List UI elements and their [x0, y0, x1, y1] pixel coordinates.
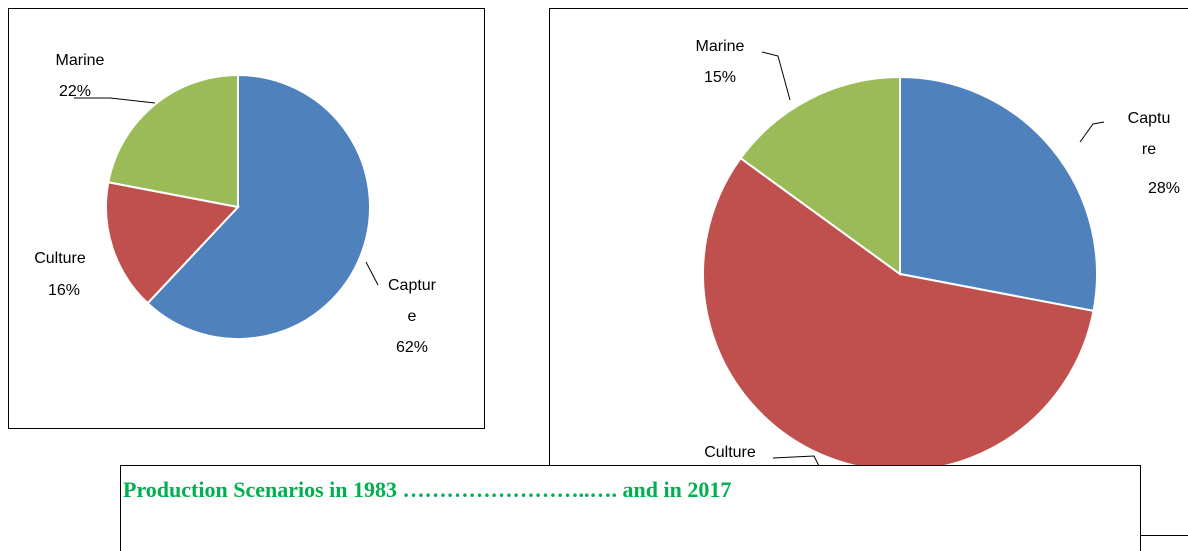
caption: Production Scenarios in 1983 ……………………..…… [123, 477, 731, 502]
pie-slice [739, 75, 901, 276]
value-label: 28% [1147, 180, 1181, 197]
category-label: Marine [55, 52, 105, 69]
pie-slice [105, 181, 240, 305]
caption-box [120, 465, 1141, 551]
leader-lines [74, 51, 1105, 469]
value-label: 16% [47, 282, 81, 299]
pie-slice [146, 73, 371, 340]
pie-slice [702, 156, 1095, 472]
category-label: Capture [1127, 110, 1171, 158]
value-label: 62% [395, 339, 429, 356]
category-label: Marine [695, 38, 745, 55]
leader-line [772, 455, 821, 469]
value-label: 22% [58, 83, 92, 100]
value-label: 15% [703, 69, 737, 86]
leader-line [1079, 121, 1105, 143]
leader-line [365, 261, 379, 286]
category-label: Capture [387, 277, 437, 325]
leader-line [74, 97, 156, 104]
category-label: Culture [704, 444, 756, 461]
leader-line [761, 51, 791, 101]
category-label: Culture [34, 250, 86, 267]
pie-slice [899, 75, 1098, 313]
pie-slice [107, 73, 239, 209]
